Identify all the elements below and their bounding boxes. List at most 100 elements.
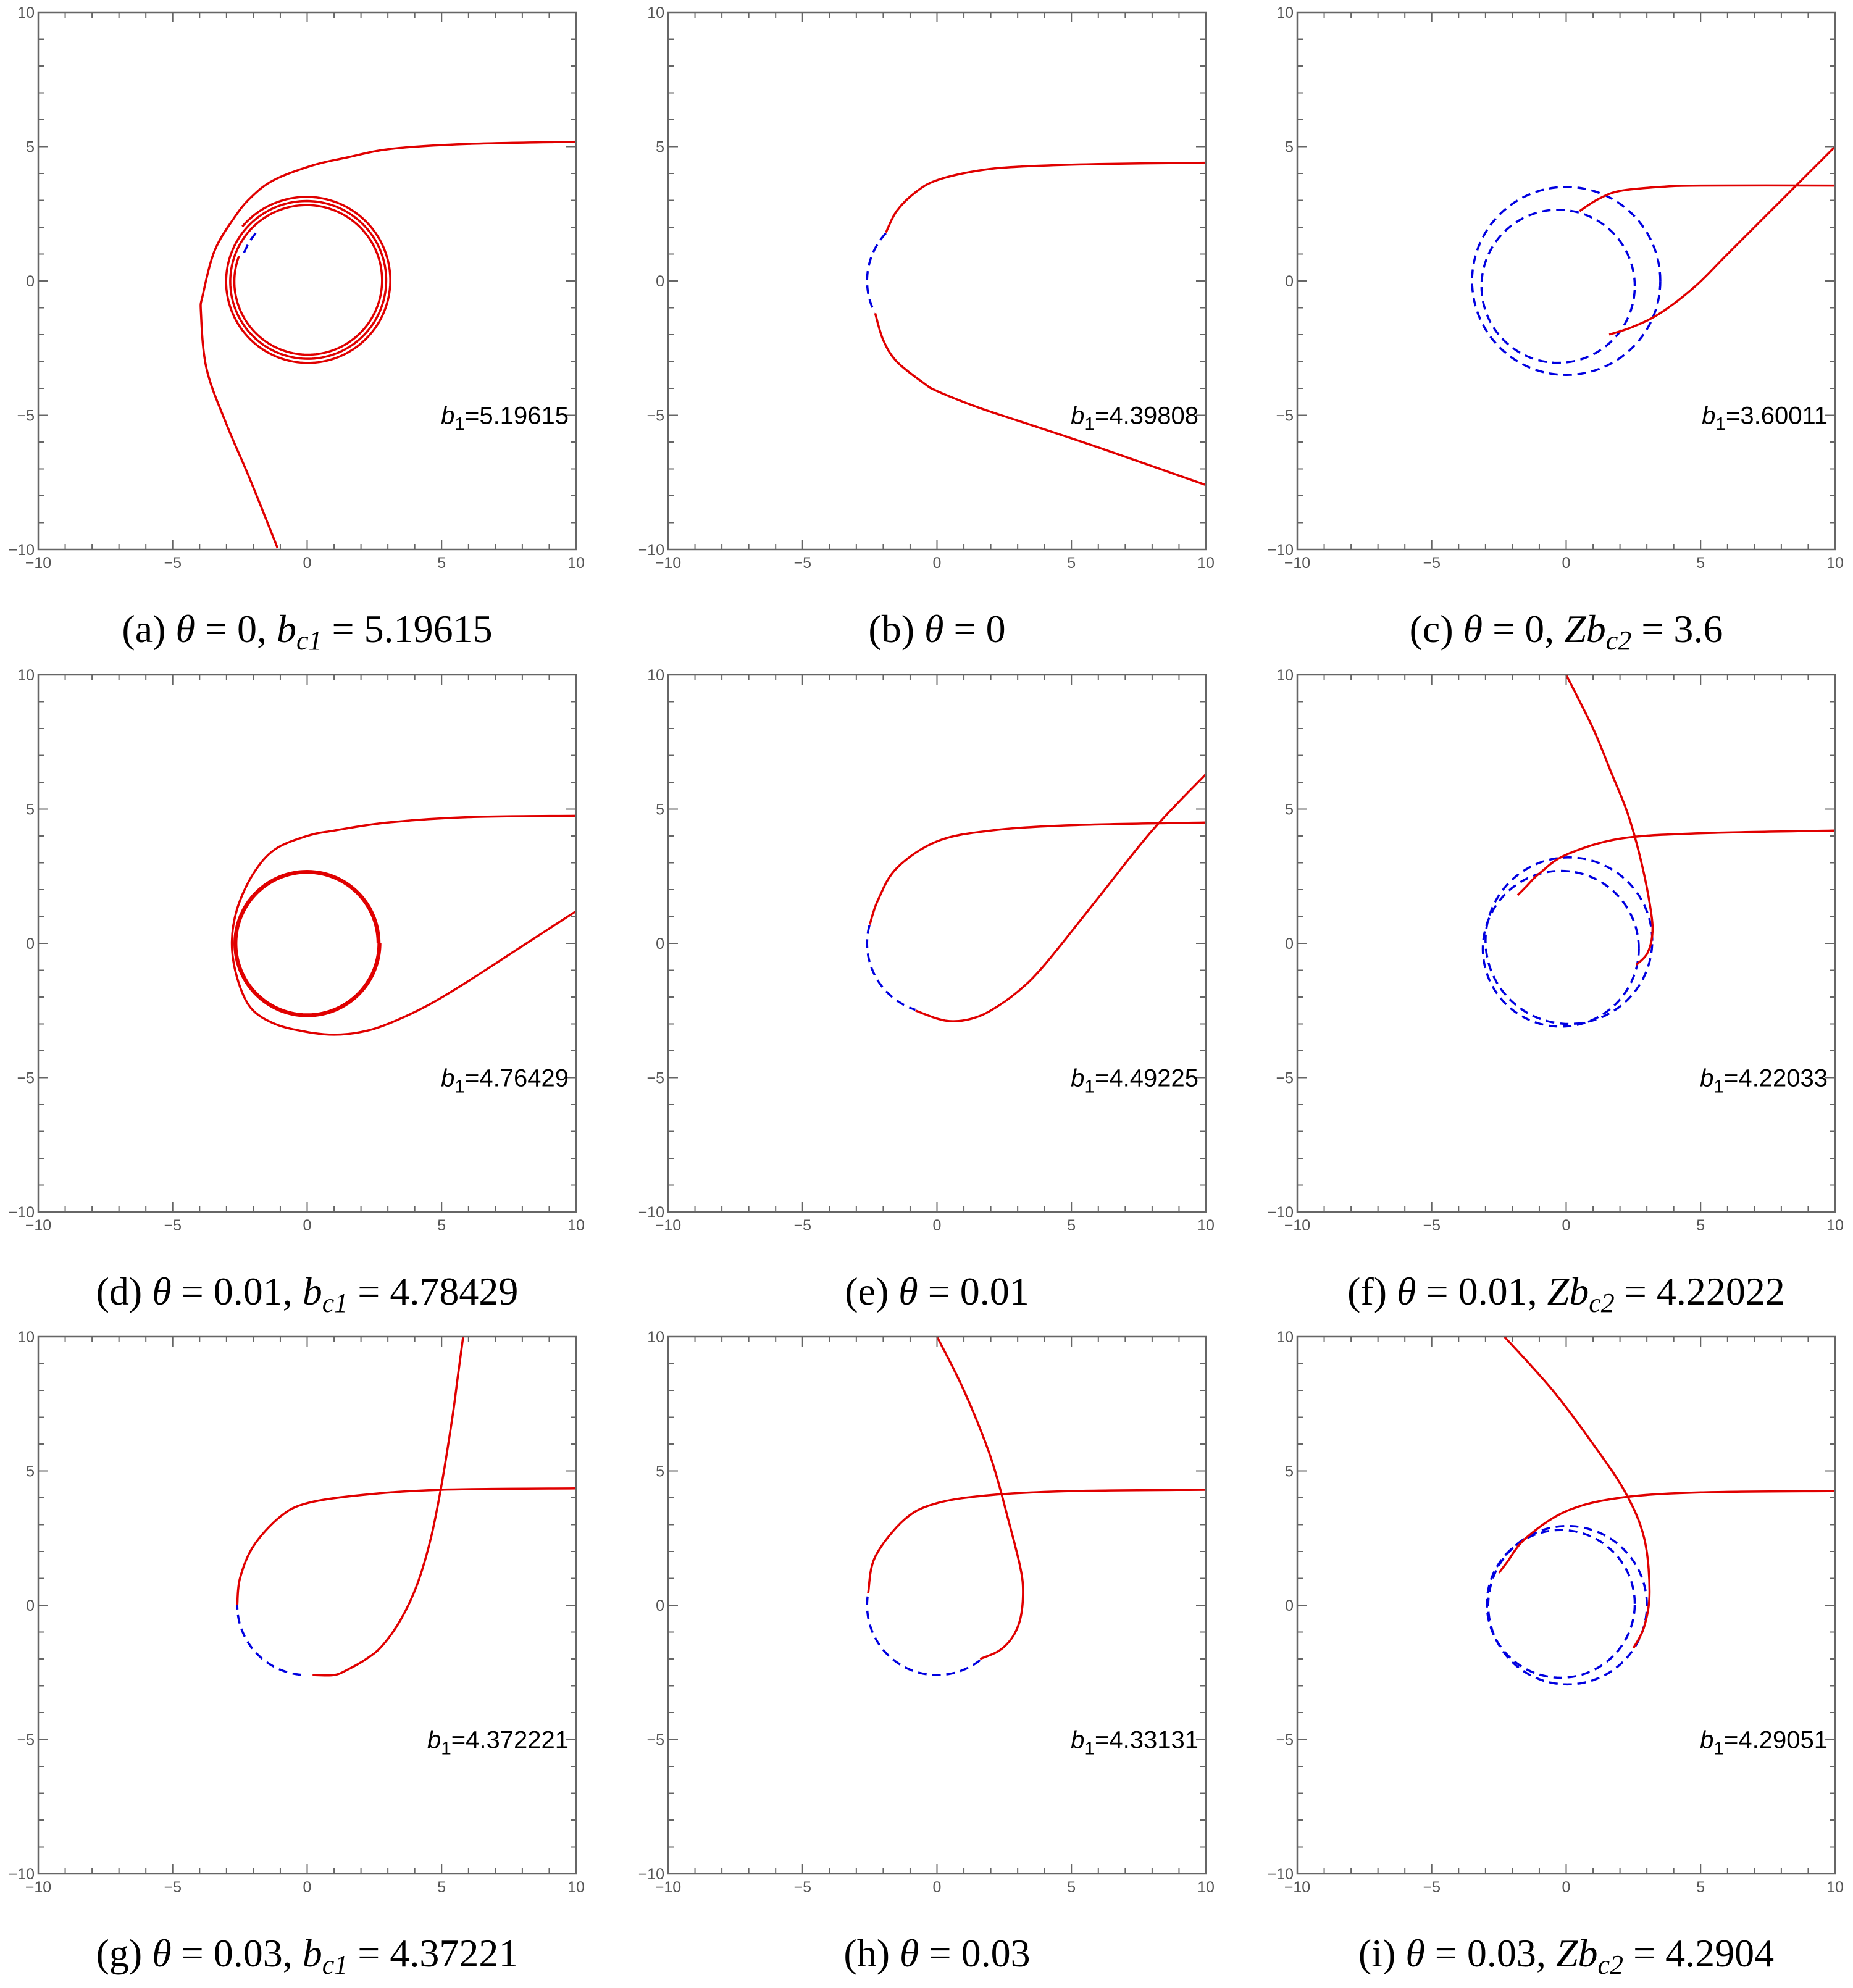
b1-annotation: b1=4.49225 bbox=[1071, 1065, 1198, 1097]
red-trajectory-3 bbox=[1608, 146, 1835, 336]
annotation-symbol: b bbox=[1700, 1727, 1713, 1754]
x-tick-label: −10 bbox=[1284, 1217, 1310, 1234]
blue-dashed-trajectory-0 bbox=[1484, 856, 1654, 1025]
y-tick-label: 5 bbox=[26, 801, 35, 819]
y-tick-label: 0 bbox=[656, 1597, 664, 1614]
y-tick-label: 5 bbox=[1285, 801, 1294, 819]
annotation-value: =4.22033 bbox=[1724, 1065, 1828, 1092]
axes-frame bbox=[1296, 11, 1836, 551]
x-tick-label: 0 bbox=[303, 1879, 312, 1896]
y-tick-label: 10 bbox=[647, 667, 664, 684]
x-tick-label: −5 bbox=[793, 1879, 811, 1896]
red-trajectory-2 bbox=[867, 1489, 1206, 1593]
caption-theta-value: = 0.01, bbox=[1416, 1269, 1547, 1313]
annotation-value: =4.49225 bbox=[1095, 1065, 1198, 1092]
red-trajectory-1 bbox=[874, 312, 1206, 487]
y-tick-label: 5 bbox=[1285, 1463, 1294, 1481]
y-tick-label: 10 bbox=[1276, 1329, 1294, 1346]
red-trajectory-0 bbox=[885, 161, 1206, 233]
x-tick-label: 10 bbox=[1197, 1217, 1215, 1234]
y-tick-label: −5 bbox=[1276, 1070, 1294, 1087]
y-tick-label: 0 bbox=[1285, 935, 1294, 953]
caption-letter: (d) bbox=[96, 1269, 153, 1313]
series-group bbox=[1481, 675, 1835, 1028]
red-trajectory-0 bbox=[230, 814, 576, 1036]
blue-dashed-trajectory-0 bbox=[1471, 185, 1662, 377]
series-group bbox=[1471, 146, 1835, 377]
x-tick-label: 0 bbox=[1562, 1217, 1571, 1234]
caption-letter: (i) bbox=[1358, 1931, 1405, 1975]
y-tick-label: −5 bbox=[646, 1070, 664, 1087]
y-tick-label: 10 bbox=[647, 1329, 664, 1346]
y-tick-label: 5 bbox=[656, 801, 664, 819]
x-tick-label: 10 bbox=[567, 1879, 585, 1896]
b1-annotation: b1=4.76429 bbox=[441, 1065, 569, 1097]
y-tick-label: −10 bbox=[1268, 1866, 1294, 1883]
axes-frame bbox=[37, 1335, 577, 1875]
annotation-symbol: b bbox=[1071, 1727, 1084, 1754]
red-trajectory-2 bbox=[1579, 184, 1835, 212]
annotation-value: =4.29051 bbox=[1724, 1727, 1828, 1754]
caption-param-sub: c2 bbox=[1606, 625, 1632, 656]
axes-frame bbox=[667, 1335, 1207, 1875]
series-group bbox=[866, 161, 1206, 487]
b1-annotation: b1=4.22033 bbox=[1700, 1065, 1828, 1097]
x-tick-label: 10 bbox=[1826, 1217, 1844, 1234]
red-trajectory-0 bbox=[312, 1337, 464, 1677]
blue-dashed-trajectory-1 bbox=[866, 925, 916, 1011]
caption-letter: (g) bbox=[96, 1931, 153, 1975]
x-tick-label: 0 bbox=[303, 554, 312, 572]
caption-param-value: = 5.19615 bbox=[322, 607, 493, 651]
caption-theta: θ bbox=[175, 607, 195, 651]
caption-theta: θ bbox=[1397, 1269, 1416, 1313]
b1-annotation: b1=4.29051 bbox=[1700, 1727, 1828, 1759]
x-tick-label: 0 bbox=[933, 1879, 942, 1896]
panel-caption: (g) θ = 0.03, bc1 = 4.37221 bbox=[96, 1931, 519, 1980]
caption-param-sub: c1 bbox=[322, 1288, 348, 1318]
series-group bbox=[230, 814, 576, 1036]
caption-param: Zb bbox=[1564, 607, 1606, 651]
caption-param-sub: c1 bbox=[322, 1950, 348, 1980]
y-tick-label: −5 bbox=[646, 1732, 664, 1749]
panel-c: −10−10 −5 −5 0 0 5 5 10 10 b1=3.60011 (c) θ = 0, Z… bbox=[1268, 4, 1844, 656]
y-tick-label: 10 bbox=[17, 1329, 35, 1346]
caption-letter: (f) bbox=[1347, 1269, 1397, 1313]
axes-frame bbox=[1296, 674, 1836, 1213]
x-tick-label: 10 bbox=[567, 1217, 585, 1234]
y-tick-label: 10 bbox=[17, 667, 35, 684]
annotation-value: =4.372221 bbox=[451, 1727, 569, 1754]
caption-theta-value: = 0, bbox=[195, 607, 277, 651]
blue-dashed-trajectory-1 bbox=[236, 1605, 301, 1676]
caption-param-value: = 3.6 bbox=[1631, 607, 1723, 651]
annotation-subscript: 1 bbox=[1713, 1739, 1724, 1759]
caption-param-value: = 4.2904 bbox=[1623, 1931, 1774, 1975]
series-group bbox=[1486, 1337, 1835, 1686]
y-tick-label: −5 bbox=[17, 1070, 35, 1087]
x-tick-label: 0 bbox=[933, 554, 942, 572]
panel-f: −10−10 −5 −5 0 0 5 5 10 10 b1=4.22033 (f) θ = 0.01… bbox=[1268, 667, 1844, 1318]
annotation-subscript: 1 bbox=[1084, 1077, 1095, 1097]
x-tick-label: −5 bbox=[793, 554, 811, 572]
y-tick-label: −10 bbox=[1268, 1204, 1294, 1221]
y-tick-label: −5 bbox=[17, 407, 35, 425]
axes-frame bbox=[37, 674, 577, 1213]
annotation-value: =4.76429 bbox=[465, 1065, 569, 1092]
x-tick-label: 0 bbox=[1562, 1879, 1571, 1896]
caption-theta: θ bbox=[152, 1269, 171, 1313]
axes-frame bbox=[667, 674, 1207, 1213]
y-tick-label: 10 bbox=[647, 4, 664, 22]
x-tick-label: 0 bbox=[933, 1217, 942, 1234]
x-tick-label: −5 bbox=[793, 1217, 811, 1234]
red-trajectory-2 bbox=[1504, 1337, 1651, 1649]
annotation-symbol: b bbox=[1071, 1065, 1084, 1092]
panel-caption: (h) θ = 0.03 bbox=[843, 1931, 1030, 1975]
y-tick-label: 10 bbox=[1276, 4, 1294, 22]
y-tick-label: 0 bbox=[1285, 273, 1294, 290]
b1-annotation: b1=5.19615 bbox=[441, 403, 569, 435]
panel-caption: (i) θ = 0.03, Zbc2 = 4.2904 bbox=[1358, 1931, 1774, 1980]
caption-param: Zb bbox=[1547, 1269, 1589, 1313]
caption-param-value: = 4.37221 bbox=[348, 1931, 518, 1975]
y-tick-label: 5 bbox=[26, 1463, 35, 1481]
x-tick-label: 5 bbox=[1067, 554, 1076, 572]
axes-frame bbox=[37, 11, 577, 551]
